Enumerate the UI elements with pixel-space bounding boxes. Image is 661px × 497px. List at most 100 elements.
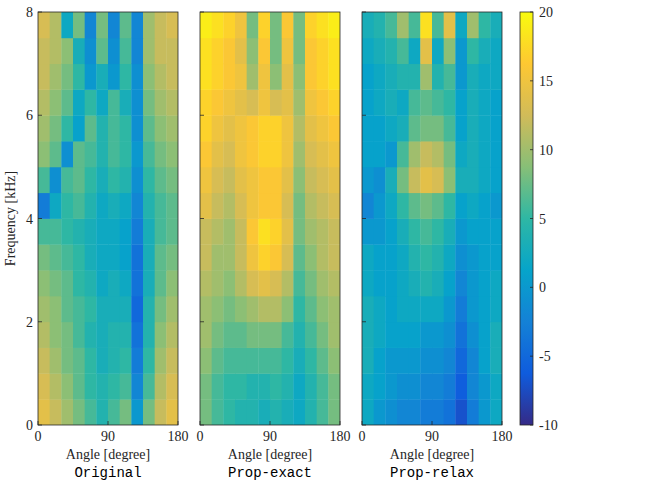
cell xyxy=(467,322,479,348)
cell xyxy=(247,115,259,141)
cell xyxy=(61,373,73,399)
cell xyxy=(374,348,386,374)
cell xyxy=(212,64,224,90)
cell xyxy=(247,219,259,245)
cell xyxy=(374,38,386,64)
cell xyxy=(362,348,374,374)
cell xyxy=(432,296,444,322)
cell xyxy=(397,12,409,38)
cell xyxy=(305,115,317,141)
cell xyxy=(212,348,224,374)
cell xyxy=(258,141,270,167)
y-tick xyxy=(362,115,366,116)
cell xyxy=(444,296,456,322)
cell xyxy=(258,244,270,270)
cell xyxy=(96,399,108,425)
cell xyxy=(490,193,502,219)
cell xyxy=(328,219,340,245)
cell xyxy=(120,322,132,348)
cell xyxy=(455,115,467,141)
cell xyxy=(212,115,224,141)
cell xyxy=(317,270,329,296)
y-tick xyxy=(38,12,42,13)
cell xyxy=(258,193,270,219)
cell xyxy=(73,89,85,115)
cell xyxy=(305,348,317,374)
cell xyxy=(397,322,409,348)
x-tick-label: 0 xyxy=(197,429,204,444)
cell xyxy=(420,167,432,193)
cell xyxy=(155,141,167,167)
cell xyxy=(362,373,374,399)
cell xyxy=(444,89,456,115)
cell xyxy=(270,141,282,167)
cell xyxy=(432,167,444,193)
cell xyxy=(328,89,340,115)
cell xyxy=(166,167,178,193)
cell xyxy=(212,167,224,193)
cell xyxy=(490,322,502,348)
cell xyxy=(282,373,294,399)
cell xyxy=(374,64,386,90)
cell xyxy=(444,244,456,270)
cell xyxy=(38,373,50,399)
cell xyxy=(420,89,432,115)
cell xyxy=(120,270,132,296)
y-tick-label: 6 xyxy=(26,108,33,123)
cell xyxy=(85,141,97,167)
y-tick xyxy=(38,425,42,426)
cell xyxy=(143,193,155,219)
cell xyxy=(247,270,259,296)
cell xyxy=(200,12,212,38)
cell xyxy=(455,399,467,425)
cell xyxy=(282,89,294,115)
cell xyxy=(293,348,305,374)
cell xyxy=(282,193,294,219)
cell xyxy=(409,244,421,270)
cell xyxy=(420,348,432,374)
cell xyxy=(50,244,62,270)
cell xyxy=(409,219,421,245)
cell xyxy=(409,167,421,193)
cell xyxy=(212,89,224,115)
cell xyxy=(282,219,294,245)
cell xyxy=(61,322,73,348)
cell xyxy=(258,270,270,296)
cell xyxy=(143,244,155,270)
cell xyxy=(490,270,502,296)
cell xyxy=(50,296,62,322)
cell xyxy=(270,219,282,245)
cell xyxy=(73,348,85,374)
cell xyxy=(223,38,235,64)
cell xyxy=(362,64,374,90)
cell xyxy=(50,141,62,167)
cell xyxy=(374,270,386,296)
cell xyxy=(131,38,143,64)
cell xyxy=(131,348,143,374)
cell xyxy=(247,12,259,38)
cell xyxy=(455,38,467,64)
cell xyxy=(455,141,467,167)
colorbar-tick-label: 10 xyxy=(539,143,553,158)
cell xyxy=(397,89,409,115)
cell xyxy=(96,322,108,348)
y-tick-label: 0 xyxy=(26,418,33,433)
colorbar-tick-label: 5 xyxy=(539,212,546,227)
cell xyxy=(143,64,155,90)
cell xyxy=(293,12,305,38)
cell xyxy=(96,141,108,167)
cell xyxy=(328,141,340,167)
cell xyxy=(305,322,317,348)
cell xyxy=(166,89,178,115)
cell xyxy=(490,64,502,90)
cell xyxy=(131,193,143,219)
cell xyxy=(328,115,340,141)
cell xyxy=(409,270,421,296)
cell xyxy=(212,219,224,245)
cell xyxy=(247,244,259,270)
cell xyxy=(479,193,491,219)
cell xyxy=(131,219,143,245)
cell xyxy=(235,38,247,64)
x-tick-label: 0 xyxy=(35,429,42,444)
cell xyxy=(479,244,491,270)
